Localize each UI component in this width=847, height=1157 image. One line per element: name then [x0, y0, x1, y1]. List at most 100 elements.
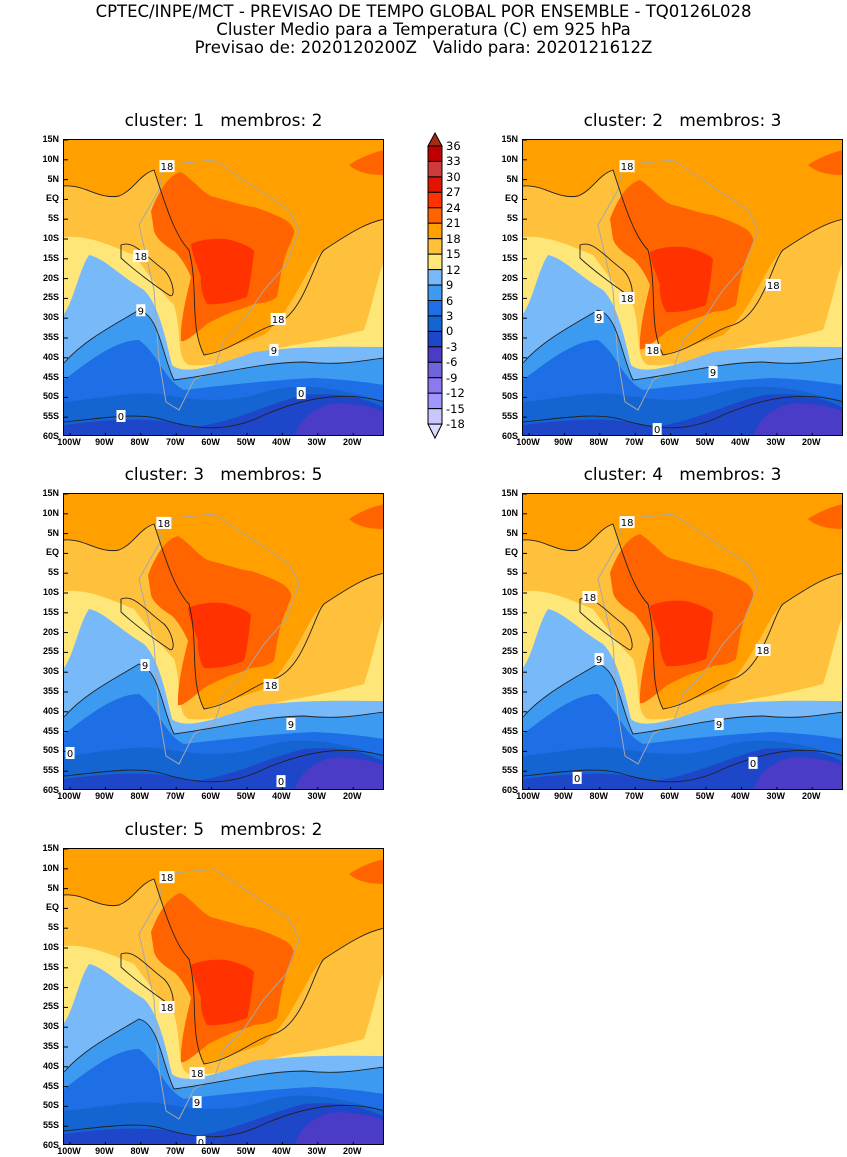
- isotherm-contour: [64, 309, 383, 381]
- latitude-tick-label: 55S: [501, 765, 518, 776]
- temperature-map: 18 18 9 18 9 0 0: [522, 493, 843, 790]
- latitude-tick-label: 30S: [501, 666, 518, 677]
- latitude-tick-label: 10N: [42, 153, 59, 164]
- coastline: [138, 513, 300, 765]
- latitude-tick-label: 60S: [501, 431, 518, 441]
- contour-label: 0: [654, 425, 660, 436]
- latitude-tick-label: 15N: [501, 134, 518, 144]
- colorbar-swatch: [427, 315, 443, 332]
- longitude-tick-label: 80W: [589, 791, 609, 801]
- isotherm-contour: [64, 523, 383, 710]
- latitude-tick-label: 10S: [42, 233, 59, 243]
- latitude-tick-label: 20S: [42, 981, 59, 992]
- temperature-band-warm: [349, 859, 383, 884]
- colorbar-label: 30: [446, 169, 461, 184]
- isotherm-contour: [64, 169, 383, 356]
- temperature-map: 18 18 18 9 0: [63, 848, 384, 1145]
- colorbar-swatch: [427, 207, 443, 224]
- latitude-tick-label: EQ: [45, 193, 59, 204]
- colorbar-label: 24: [446, 200, 461, 215]
- latitude-tick-label: 5S: [47, 922, 59, 933]
- colorbar-swatch: [427, 191, 443, 209]
- contour-label: 18: [621, 518, 634, 529]
- contour-label-bg: [140, 659, 150, 672]
- figure-subtitle: Cluster Medio para a Temperatura (C) em …: [216, 20, 631, 39]
- coastline: [138, 868, 300, 1120]
- longitude-tick-label: 60W: [201, 1146, 220, 1156]
- isotherm-contour: [64, 878, 383, 1065]
- latitude-tick-label: 5S: [506, 567, 518, 578]
- latitude-tick-label: 50S: [501, 745, 518, 756]
- contour-label: 18: [161, 162, 174, 173]
- longitude-tick-label: 20W: [342, 1146, 362, 1156]
- isotherm-contour: [64, 663, 383, 735]
- colorbar-swatch: [427, 284, 443, 302]
- panel-title: cluster: 5 membros: 2: [124, 820, 323, 840]
- latitude-tick-label: 60S: [42, 785, 59, 795]
- contour-label-bg: [652, 423, 662, 435]
- latitude-tick-label: 40S: [42, 1060, 59, 1071]
- latitude-tick-label: 20S: [42, 272, 59, 283]
- coastline: [597, 159, 759, 411]
- latitude-tick-label: 10S: [501, 587, 518, 597]
- longitude-tick-label: 40W: [272, 791, 291, 801]
- longitude-tick-label: 40W: [731, 437, 750, 447]
- temperature-band: [753, 757, 842, 789]
- contour-label: 9: [271, 346, 277, 357]
- temperature-band-warm: [349, 150, 383, 175]
- panel-title: cluster: 1 membros: 2: [124, 111, 323, 131]
- longitude-tick-label: 80W: [130, 437, 150, 447]
- temperature-band-warm: [349, 504, 383, 529]
- isotherm-contour: [64, 1018, 383, 1090]
- contour-label-bg: [296, 387, 306, 400]
- colorbar-swatch: [427, 377, 443, 394]
- longitude-tick-label: 90W: [95, 1146, 114, 1156]
- colorbar-swatch: [427, 361, 443, 379]
- longitude-tick-label: 40W: [272, 437, 291, 447]
- longitude-tick-label: 40W: [731, 791, 750, 801]
- latitude-tick-label: 5S: [47, 567, 59, 578]
- latitude-tick-label: 35S: [501, 332, 518, 342]
- longitude-tick-label: 100W: [57, 791, 81, 801]
- latitude-tick-label: 20S: [501, 272, 518, 283]
- latitude-tick-label: 35S: [42, 1041, 59, 1051]
- contour-label: 18: [621, 162, 634, 173]
- contour-label: 0: [118, 412, 124, 423]
- contour-label: 18: [272, 315, 285, 326]
- forecast-dates: Previsao de: 2020120200Z Valido para: 20…: [194, 38, 653, 57]
- latitude-tick-label: 15N: [42, 134, 59, 144]
- latitude-tick-label: 50S: [42, 1100, 59, 1111]
- latitude-tick-label: 5N: [47, 527, 59, 538]
- longitude-tick-label: 40W: [272, 1146, 291, 1156]
- contour-label: 18: [157, 519, 170, 530]
- colorbar-swatch: [427, 269, 443, 286]
- latitude-tick-label: 15N: [42, 488, 59, 498]
- longitude-tick-label: 50W: [695, 437, 715, 447]
- contour-label: 18: [584, 593, 597, 604]
- contour-label: 0: [298, 389, 304, 400]
- temperature-band-warm: [191, 959, 254, 1026]
- latitude-tick-label: 45S: [42, 725, 59, 736]
- longitude-tick-label: 20W: [342, 791, 362, 801]
- contour-label: 18: [191, 1069, 204, 1080]
- contour-label: 0: [67, 749, 73, 760]
- isotherm-contour: [523, 663, 842, 735]
- contour-label-bg: [708, 366, 718, 379]
- colorbar-min-arrow: [427, 423, 443, 440]
- longitude-tick-label: 70W: [624, 791, 644, 801]
- latitude-tick-label: 60S: [42, 1140, 59, 1150]
- longitude-tick-label: 20W: [342, 437, 362, 447]
- temperature-band-warm: [650, 600, 713, 667]
- contour-label: 18: [161, 873, 174, 884]
- colorbar-label: 15: [446, 247, 461, 262]
- longitude-tick-label: 100W: [516, 791, 540, 801]
- latitude-tick-label: 10N: [501, 507, 518, 518]
- latitude-tick-label: 40S: [42, 705, 59, 716]
- latitude-tick-label: 10S: [42, 587, 59, 597]
- temperature-band-warm: [188, 602, 251, 669]
- latitude-tick-label: 15N: [42, 843, 59, 853]
- latitude-tick-label: 40S: [42, 351, 59, 362]
- panel-title: cluster: 3 membros: 5: [124, 465, 323, 485]
- isotherm-contour: [579, 243, 633, 297]
- colorbar-swatch: [427, 392, 443, 410]
